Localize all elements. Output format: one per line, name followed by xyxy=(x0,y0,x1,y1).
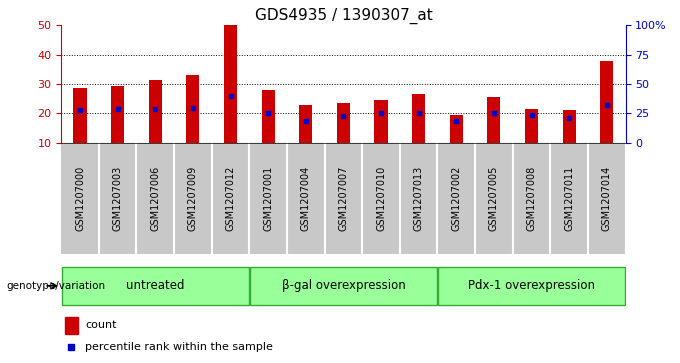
Text: GSM1207011: GSM1207011 xyxy=(564,166,574,231)
Text: GSM1207002: GSM1207002 xyxy=(452,166,461,231)
Bar xyxy=(412,94,425,143)
Bar xyxy=(299,105,312,143)
Text: GSM1207013: GSM1207013 xyxy=(413,166,424,231)
Text: GSM1207004: GSM1207004 xyxy=(301,166,311,231)
Text: GSM1207012: GSM1207012 xyxy=(226,166,235,231)
Text: β-gal overexpression: β-gal overexpression xyxy=(282,280,405,292)
Title: GDS4935 / 1390307_at: GDS4935 / 1390307_at xyxy=(254,8,432,24)
Bar xyxy=(600,61,613,143)
Bar xyxy=(65,317,78,334)
Text: GSM1207003: GSM1207003 xyxy=(113,166,122,231)
Text: GSM1207010: GSM1207010 xyxy=(376,166,386,231)
Bar xyxy=(186,75,199,143)
Bar xyxy=(375,100,388,143)
Text: GSM1207014: GSM1207014 xyxy=(602,166,612,231)
Bar xyxy=(449,115,463,143)
Text: GSM1207007: GSM1207007 xyxy=(339,166,348,231)
FancyBboxPatch shape xyxy=(62,267,249,305)
Bar xyxy=(149,79,162,143)
Bar xyxy=(73,89,86,143)
Text: untreated: untreated xyxy=(126,280,184,292)
Text: GSM1207006: GSM1207006 xyxy=(150,166,160,231)
Text: genotype/variation: genotype/variation xyxy=(7,281,106,291)
FancyBboxPatch shape xyxy=(438,267,625,305)
Text: count: count xyxy=(85,320,116,330)
FancyBboxPatch shape xyxy=(250,267,437,305)
Text: GSM1207000: GSM1207000 xyxy=(75,166,85,231)
Bar xyxy=(562,110,576,143)
Text: GSM1207008: GSM1207008 xyxy=(526,166,537,231)
Bar xyxy=(61,143,626,254)
Text: GSM1207001: GSM1207001 xyxy=(263,166,273,231)
Bar xyxy=(111,86,124,143)
Text: GSM1207005: GSM1207005 xyxy=(489,166,499,231)
Bar xyxy=(337,103,350,143)
Bar xyxy=(488,97,500,143)
Bar xyxy=(262,90,275,143)
Bar xyxy=(525,109,538,143)
Text: Pdx-1 overexpression: Pdx-1 overexpression xyxy=(468,280,595,292)
Text: percentile rank within the sample: percentile rank within the sample xyxy=(85,342,273,352)
Bar xyxy=(224,25,237,143)
Text: GSM1207009: GSM1207009 xyxy=(188,166,198,231)
